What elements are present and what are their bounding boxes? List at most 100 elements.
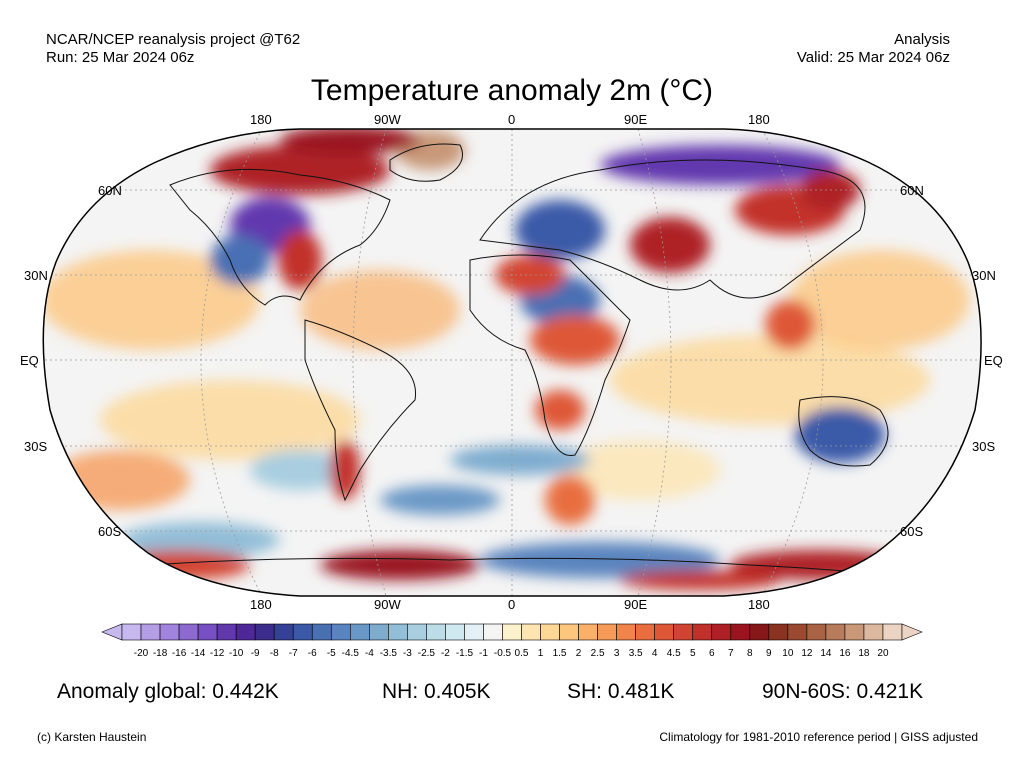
coastlines xyxy=(149,143,889,576)
lon-label-top-180w: 180 xyxy=(250,112,272,127)
colorbar-tick-label: 0.5 xyxy=(514,648,529,659)
anomaly-field xyxy=(43,129,982,596)
colorbar-swatch xyxy=(730,623,751,641)
run-label: Run: 25 Mar 2024 06z xyxy=(46,49,195,66)
colorbar-arrow-high xyxy=(901,623,923,641)
colorbar-tick-label: -20 xyxy=(133,648,149,659)
analysis-label: Analysis xyxy=(894,31,950,48)
lon-label-bottom-180e: 180 xyxy=(748,597,770,612)
colorbar-swatch xyxy=(159,623,180,641)
colorbar-swatch xyxy=(407,623,427,641)
lon-label-bottom-180w: 180 xyxy=(250,597,272,612)
lat-label-left-30n: 30N xyxy=(24,268,48,283)
colorbar-tick-label: -14 xyxy=(190,648,206,659)
colorbar-tick-label: 3.5 xyxy=(628,648,643,659)
colorbar-swatch xyxy=(178,623,199,641)
colorbar-tick-label: 20 xyxy=(877,648,889,659)
colorbar-tick-label: 18 xyxy=(858,648,870,659)
colorbar-swatch xyxy=(825,623,846,641)
colorbar-swatch xyxy=(273,623,294,641)
source-label: NCAR/NCEP reanalysis project @T62 xyxy=(46,31,301,48)
colorbar-swatch xyxy=(692,623,713,641)
colorbar-tick-label: 16 xyxy=(839,648,851,659)
colorbar-swatch xyxy=(292,623,313,641)
colorbar-tick-label: -3 xyxy=(402,648,412,659)
lon-label-top-90w: 90W xyxy=(374,112,401,127)
colorbar-swatch xyxy=(578,623,598,641)
colorbar-arrow-low xyxy=(101,623,123,641)
colorbar-swatch xyxy=(445,623,465,641)
lon-label-bottom-90w: 90W xyxy=(374,597,401,612)
colorbar-swatch xyxy=(806,623,827,641)
colorbar-tick-label: 8 xyxy=(747,648,753,659)
lon-label-top-0: 0 xyxy=(508,112,516,127)
colorbar-swatch xyxy=(483,623,503,641)
climatology-note: Climatology for 1981-2010 reference peri… xyxy=(659,730,978,744)
colorbar-tick-label: 2 xyxy=(575,648,582,659)
colorbar-swatch xyxy=(349,623,370,641)
colorbar-tick-label: -2.5 xyxy=(417,648,435,659)
colorbar-tick-label: -18 xyxy=(152,648,168,659)
colorbar-swatch xyxy=(311,623,332,641)
colorbar-swatch xyxy=(844,623,865,641)
colorbar-tick-label: 9 xyxy=(766,648,772,659)
lat-label-right-30s: 30S xyxy=(972,439,996,454)
colorbar-tick-label: -0.5 xyxy=(493,648,512,659)
colorbar-tick-label: -3.5 xyxy=(379,648,397,659)
colorbar-swatch xyxy=(749,623,770,641)
colorbar-swatch xyxy=(597,623,617,641)
sh-anomaly: SH: 0.481K xyxy=(567,680,675,703)
colorbar-tick-label: -4 xyxy=(364,648,374,659)
lat-label-right-60n: 60N xyxy=(900,183,924,198)
colorbar-tick-label: -7 xyxy=(288,648,298,659)
colorbar-swatch xyxy=(863,623,884,641)
colorbar-tick-label: -6 xyxy=(307,648,317,659)
colorbar-swatch xyxy=(464,623,484,641)
colorbar-tick-label: -5 xyxy=(326,648,336,659)
colorbar-swatch xyxy=(882,623,903,641)
colorbar-tick-label: 3 xyxy=(613,648,620,659)
colorbar-swatch xyxy=(711,623,732,641)
colorbar-swatch xyxy=(768,623,789,641)
colorbar-tick-label: -2 xyxy=(440,648,450,659)
colorbar-tick-label: 4.5 xyxy=(666,648,681,659)
colorbar-swatch xyxy=(673,623,694,641)
arctic-anomaly: 90N-60S: 0.421K xyxy=(762,680,924,703)
colorbar-swatch xyxy=(426,623,446,641)
colorbar-swatch xyxy=(502,623,522,641)
colorbar-swatch xyxy=(140,623,161,641)
nh-anomaly: NH: 0.405K xyxy=(382,680,491,703)
colorbar-tick-label: -8 xyxy=(269,648,279,659)
lat-label-right-30n: 30N xyxy=(972,268,996,283)
colorbar-tick-label: 10 xyxy=(782,648,794,659)
colorbar-tick-label: 4 xyxy=(651,648,658,659)
graticule xyxy=(43,129,982,596)
colorbar-swatch xyxy=(235,623,256,641)
lat-label-right-60s: 60S xyxy=(900,524,924,539)
colorbar xyxy=(101,623,923,641)
colorbar-swatch xyxy=(787,623,808,641)
valid-label: Valid: 25 Mar 2024 06z xyxy=(796,49,950,66)
colorbar-swatch xyxy=(540,623,560,641)
global-anomaly: Anomaly global: 0.442K xyxy=(57,680,279,703)
colorbar-tick-label: -4.5 xyxy=(341,648,359,659)
colorbar-swatch xyxy=(121,623,142,641)
colorbar-swatch xyxy=(635,623,655,641)
lat-label-left-eq: EQ xyxy=(20,353,39,368)
colorbar-swatch xyxy=(559,623,579,641)
lat-label-left-60n: 60N xyxy=(98,183,122,198)
colorbar-tick-label: 5 xyxy=(689,648,696,659)
lon-label-top-90e: 90E xyxy=(624,112,648,127)
colorbar-tick-label: 14 xyxy=(820,648,832,659)
colorbar-tick-label: 2.5 xyxy=(590,648,605,659)
colorbar-swatch xyxy=(521,623,541,641)
lon-label-bottom-0: 0 xyxy=(508,597,516,612)
colorbar-swatch xyxy=(388,623,408,641)
colorbar-swatch xyxy=(254,623,275,641)
colorbar-tick-label: 6 xyxy=(708,648,715,659)
colorbar-swatch xyxy=(216,623,237,641)
colorbar-swatch xyxy=(197,623,218,641)
colorbar-swatch xyxy=(330,623,351,641)
colorbar-tick-label: -10 xyxy=(228,648,244,659)
